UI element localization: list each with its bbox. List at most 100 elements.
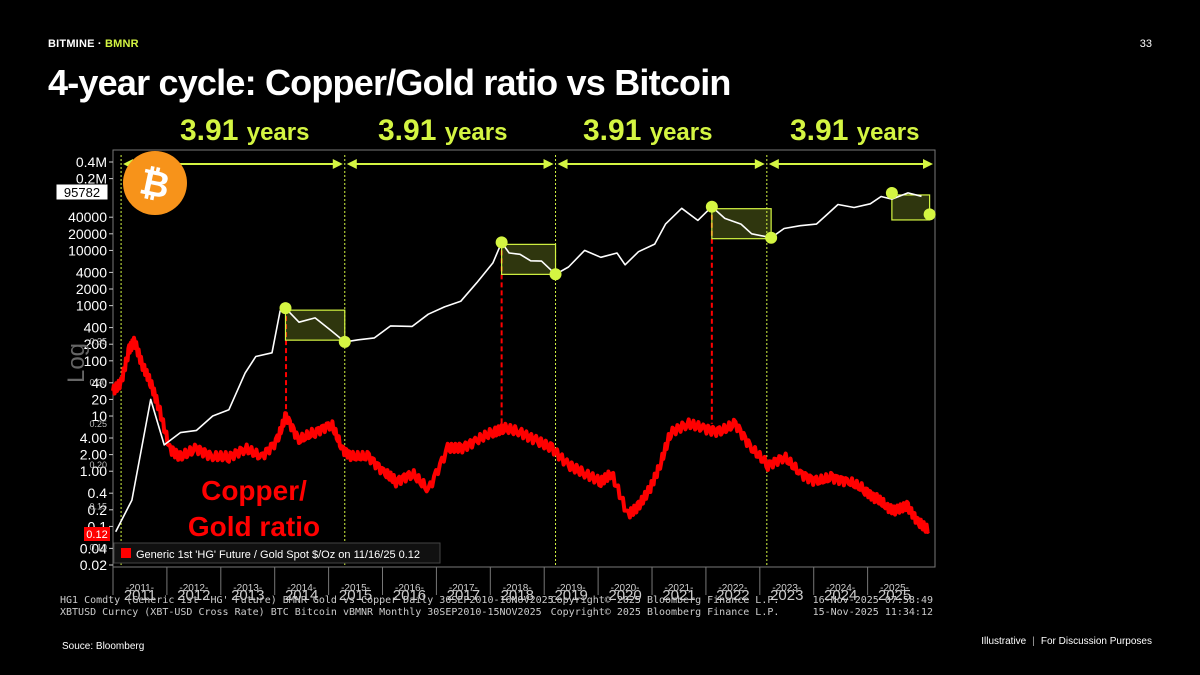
legend-label: Generic 1st 'HG' Future / Gold Spot $/Oz… (136, 549, 420, 561)
btc-last-value-badge (55, 183, 109, 201)
cycle-unit: years (246, 119, 310, 146)
btc-axis-tick-label: 0.4 (88, 485, 108, 501)
annotation-line-1: Copper/ (201, 475, 307, 506)
disclaimer-illustrative: Illustrative (981, 636, 1027, 647)
btc-trough-marker (549, 268, 562, 281)
ratio-last-value-label: 0.12 (86, 529, 107, 541)
disclaimer-separator: | (1032, 636, 1035, 647)
x-tick-label-upper: -2022- (718, 583, 747, 594)
x-tick-label: 2024 (824, 587, 857, 604)
x-tick-label: 2014 (285, 587, 318, 604)
btc-axis-tick-label: 40000 (68, 209, 107, 225)
x-tick-label-upper: -2012- (179, 583, 208, 594)
x-tick-label: 2018 (501, 587, 534, 604)
x-tick-label-upper: -2013- (233, 583, 262, 594)
bloomberg-series-desc: XBTUSD Curncy (XBT-USD Cross Rate) BTC B… (60, 607, 542, 618)
cycle-label-3: 3.91 years (583, 114, 712, 148)
x-tick-label-upper: -2020- (611, 583, 640, 594)
x-tick-label: 2022 (716, 587, 749, 604)
btc-peak-marker (279, 302, 292, 315)
ratio-last-value-badge (84, 527, 110, 541)
btc-axis-tick-label: 2000 (76, 281, 107, 297)
btc-trough-marker (338, 335, 351, 348)
cycle-arrow-head-right (923, 159, 933, 169)
ratio-axis-tick-label: 0.10 (89, 543, 107, 553)
x-axis: -2011-2011 -2012-2012 -2013-2013 -2014-2014… (112, 567, 911, 604)
cycle-arrow-head-left (346, 159, 357, 169)
ratio-axis-tick-label: 0.30 (89, 378, 107, 388)
brand-separator: · (94, 38, 106, 50)
header-brand: BITMINE · BMNR (48, 38, 139, 50)
cycle-value: 3.91 (378, 114, 437, 147)
btc-trough-marker (765, 231, 778, 244)
x-tick-label-upper: -2024- (826, 583, 855, 594)
x-tick-label: 2015 (339, 587, 372, 604)
btc-axis-tick-label: 20 (91, 391, 107, 407)
copper-gold-ratio-line (111, 335, 930, 534)
x-tick-label-upper: -2023- (772, 583, 801, 594)
cycle-value: 3.91 (790, 114, 849, 147)
btc-last-value-label: 95782 (64, 185, 100, 200)
btc-axis-tick-label: 10 (91, 408, 107, 424)
btc-axis-tick-label: 0.2 (88, 502, 108, 518)
btc-axis-tick-label: 10000 (68, 242, 107, 258)
btc-axis-tick-label: 1000 (76, 298, 107, 314)
page-number: 33 (1139, 38, 1152, 50)
cycle-label-1: 3.91 years (180, 114, 309, 148)
brand-name: BITMINE (48, 38, 95, 50)
x-tick-label-upper: -2021- (665, 583, 694, 594)
cycle-value: 3.91 (583, 114, 642, 147)
plot-area (112, 149, 936, 568)
bloomberg-series-desc: HG1 Comdty (Generic 1st 'HG' Future) BMN… (60, 595, 554, 606)
x-tick-label: 2016 (393, 587, 426, 604)
cycle-unit: years (444, 119, 508, 146)
btc-axis-tick-label: 100 (84, 353, 108, 369)
annotation-line-2: Gold ratio (188, 511, 320, 542)
x-tick-label: 2021 (662, 587, 695, 604)
x-tick-label-upper: -2017- (449, 583, 478, 594)
x-tick-label: 2013 (231, 587, 264, 604)
x-tick-label: 2011 (124, 587, 156, 604)
cycle-label-2: 3.91 years (378, 114, 507, 148)
x-tick-label: 2025 (878, 587, 911, 604)
cycle-arrow-head-left (768, 159, 779, 169)
btc-axis-tick-label: 0.2M (76, 171, 107, 187)
x-tick-label: 2012 (177, 587, 210, 604)
btc-axis-tick-label: 400 (84, 320, 108, 336)
x-tick-label-upper: -2011- (126, 583, 154, 594)
x-tick-label: 2023 (770, 587, 803, 604)
cycle-arrow-head-right (754, 159, 765, 169)
btc-axis-tick-label: 200 (84, 336, 108, 352)
btc-axis-tick-label: 1.00 (80, 463, 107, 479)
cycle-unit: years (649, 119, 713, 146)
cycle-arrow-head-right (332, 159, 343, 169)
legend-box (113, 542, 441, 564)
chart-legend: Generic 1st 'HG' Future / Gold Spot $/Oz… (113, 542, 441, 564)
x-tick-label-upper: -2018- (503, 583, 532, 594)
x-tick-label-upper: -2015- (341, 583, 370, 594)
x-tick-label: 2020 (608, 587, 641, 604)
bloomberg-timestamp: 15-Nov-2025 11:34:12 (813, 607, 933, 618)
btc-axis-tick-label: 0.4M (76, 154, 107, 170)
x-tick-label-upper: -2025- (880, 583, 909, 594)
cycle-value: 3.91 (180, 114, 239, 147)
btc-axis-tick-label: 20000 (68, 226, 107, 242)
disclaimer-discussion: For Discussion Purposes (1040, 636, 1152, 647)
cycle-arrow-head-right (543, 159, 554, 169)
bitcoin-logo-circle (123, 151, 187, 215)
log-axis-label: Log (63, 343, 90, 383)
ratio-axis-tick-label: 0.15 (89, 501, 107, 511)
btc-axis-tick-label: 0.04 (80, 540, 107, 556)
btc-peak-marker (705, 200, 718, 213)
btc-axis-tick-label: 2.00 (80, 447, 107, 463)
btc-axis-tick-label: 40 (91, 375, 107, 391)
cycle-label-4: 3.91 years (790, 114, 919, 148)
ratio-axis-tick-label: 0.20 (89, 460, 107, 470)
x-tick-label-upper: -2014- (287, 583, 316, 594)
page-title: 4-year cycle: Copper/Gold ratio vs Bitco… (48, 62, 731, 103)
disclaimer: Illustrative | For Discussion Purposes (981, 636, 1152, 647)
bear-market-box (284, 309, 346, 341)
btc-peak-marker (495, 236, 508, 249)
cycle-unit: years (856, 119, 920, 146)
